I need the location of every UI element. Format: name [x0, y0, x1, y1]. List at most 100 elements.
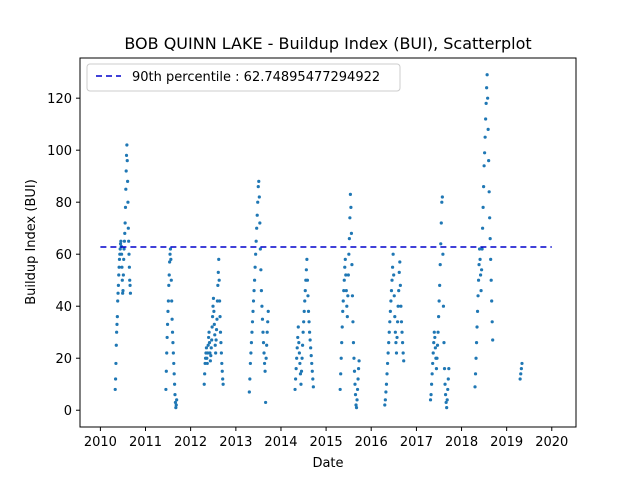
data-point — [252, 289, 256, 293]
y-tick-label: 120 — [47, 92, 72, 107]
data-point — [300, 356, 304, 360]
data-point — [401, 351, 405, 355]
data-point — [489, 257, 493, 261]
data-point — [219, 341, 223, 345]
data-point — [125, 143, 129, 147]
data-point — [248, 361, 252, 366]
data-point — [171, 341, 175, 345]
data-point — [400, 341, 405, 345]
data-point — [262, 361, 267, 366]
data-point — [338, 387, 342, 392]
data-point — [265, 330, 269, 334]
x-axis: 2010 2011 2012 2013 2014 2015 2016 2017 2018 2019… — [84, 427, 568, 450]
data-point — [486, 127, 490, 131]
data-point — [477, 263, 481, 267]
data-point — [392, 294, 396, 298]
data-point — [397, 289, 401, 293]
data-point — [342, 278, 346, 282]
data-point — [446, 377, 450, 381]
data-point — [170, 330, 175, 334]
data-point — [261, 341, 266, 345]
data-point — [266, 309, 270, 314]
data-point — [355, 387, 360, 392]
data-point — [210, 315, 215, 319]
data-point — [173, 393, 177, 397]
data-point — [390, 265, 395, 269]
data-point — [294, 367, 298, 371]
data-point — [122, 257, 126, 261]
x-tick-label: 2018 — [445, 435, 478, 450]
data-point — [262, 351, 266, 355]
data-point — [475, 325, 479, 329]
data-point — [519, 372, 523, 376]
data-point — [480, 226, 485, 230]
data-point — [167, 273, 171, 277]
data-point — [265, 343, 269, 347]
data-point — [519, 367, 523, 371]
x-tick-label: 2014 — [264, 435, 297, 450]
data-point — [475, 309, 480, 314]
data-point — [385, 361, 390, 366]
data-point — [350, 263, 354, 267]
data-point — [398, 283, 402, 288]
data-point — [308, 338, 312, 342]
x-tick-label: 2010 — [84, 435, 117, 450]
data-point — [212, 309, 216, 314]
data-point — [120, 278, 124, 282]
data-point — [120, 265, 124, 269]
data-point — [251, 299, 256, 303]
data-point — [125, 158, 129, 163]
data-point — [310, 369, 314, 373]
data-point — [440, 195, 444, 199]
data-point — [215, 317, 219, 321]
data-point — [123, 221, 127, 225]
data-point — [294, 377, 298, 381]
data-point — [395, 320, 400, 324]
data-point — [305, 278, 310, 282]
data-point — [203, 361, 207, 366]
data-point — [299, 382, 303, 386]
y-axis: 0 20 40 60 80 100 120 — [47, 92, 80, 419]
data-point — [259, 268, 263, 272]
data-point — [429, 393, 433, 397]
data-point — [169, 278, 173, 282]
data-point — [301, 330, 305, 334]
data-point — [127, 239, 131, 243]
data-point — [169, 257, 173, 261]
data-point — [297, 351, 301, 355]
data-point — [293, 387, 297, 392]
data-point — [383, 398, 387, 402]
data-point — [447, 367, 451, 371]
data-point — [490, 320, 494, 324]
data-point — [437, 299, 441, 303]
data-point — [219, 351, 223, 355]
data-point — [206, 343, 210, 347]
data-point — [297, 341, 301, 345]
data-point — [305, 257, 309, 261]
data-point — [347, 237, 351, 241]
data-point — [210, 338, 214, 342]
data-point — [213, 333, 217, 337]
data-point — [170, 299, 174, 303]
data-point — [258, 247, 262, 251]
data-point — [307, 330, 312, 334]
data-point — [218, 315, 222, 319]
data-point — [344, 289, 348, 293]
data-point — [446, 387, 450, 392]
data-point — [445, 406, 449, 410]
data-point — [398, 260, 402, 264]
data-point — [488, 237, 492, 241]
data-point — [389, 289, 394, 293]
x-tick-label: 2016 — [355, 435, 388, 450]
data-point — [437, 315, 441, 319]
data-point — [482, 164, 486, 168]
data-point — [473, 372, 478, 376]
data-point — [254, 239, 258, 243]
data-point — [123, 231, 127, 235]
x-tick-label: 2012 — [174, 435, 207, 450]
y-tick-label: 80 — [55, 196, 72, 211]
x-tick-label: 2019 — [490, 435, 523, 450]
data-point — [431, 361, 435, 366]
data-point — [481, 205, 485, 209]
data-point — [353, 382, 357, 386]
